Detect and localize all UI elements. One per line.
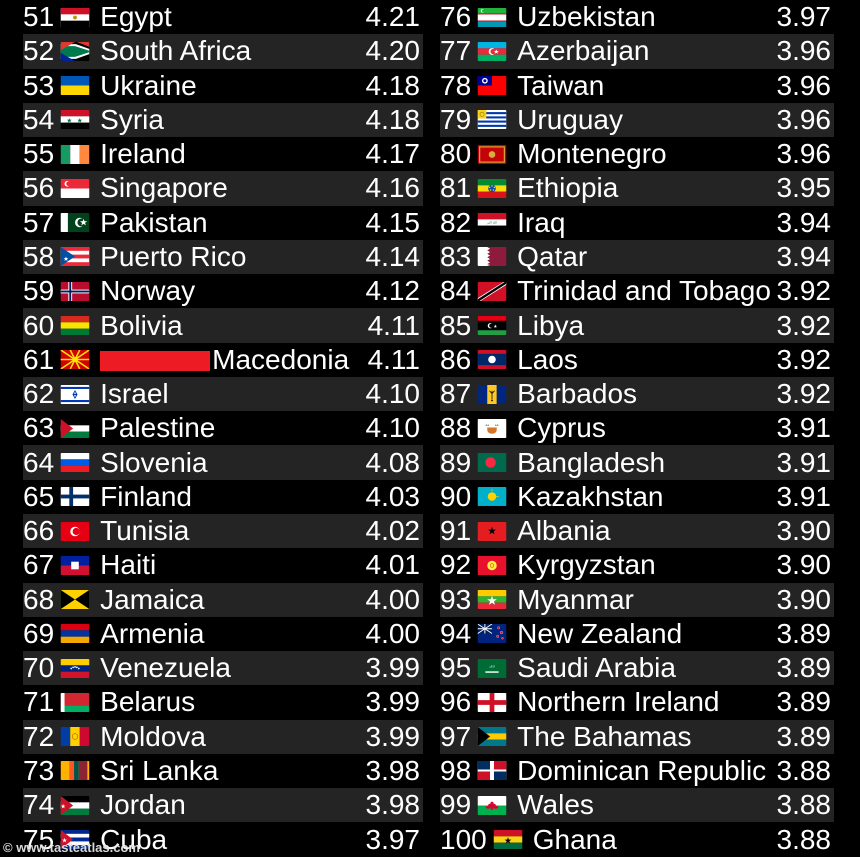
svg-text:الله اكبر: الله اكبر (486, 220, 497, 224)
svg-text:لا اله: لا اله (489, 664, 495, 668)
